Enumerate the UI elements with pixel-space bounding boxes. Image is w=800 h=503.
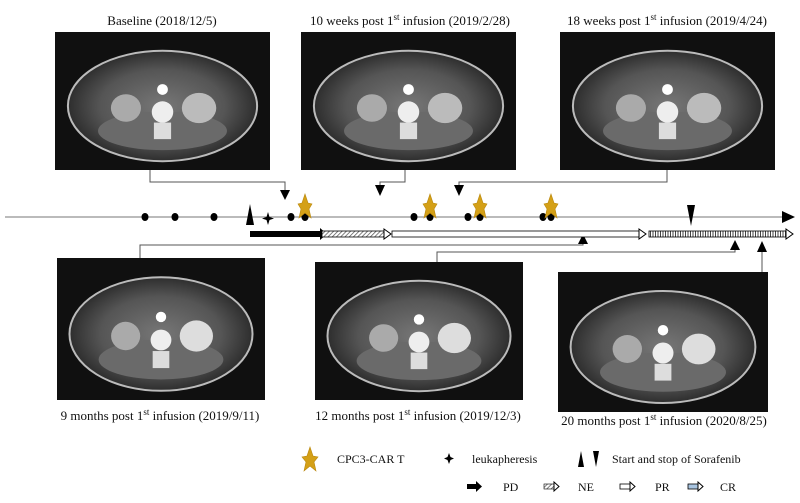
ct-scan-image-6	[558, 272, 768, 412]
legend-cr-icon	[697, 480, 704, 493]
connector-5	[436, 250, 736, 262]
car-t-infusion-star-icon	[297, 193, 313, 219]
ct-scan-image-1	[55, 32, 270, 170]
car-t-infusion-star-icon	[543, 193, 559, 219]
timeline-arrowhead	[782, 211, 795, 223]
response-pd-arrow	[250, 228, 327, 240]
legend-star-icon	[301, 446, 319, 472]
legend: CPC3-CAR T leukapheresis Start and stop …	[301, 446, 741, 494]
response-pr-arrow	[391, 228, 647, 240]
assessment-dot	[464, 213, 472, 221]
assessment-dot	[301, 213, 309, 221]
scan-caption-1: Baseline (2018/12/5)	[107, 13, 216, 28]
ct-scan-image-3	[560, 32, 775, 170]
ct-scan-image-2	[301, 32, 516, 170]
legend-leukapheresis: leukapheresis	[472, 452, 538, 466]
connector-3	[458, 170, 668, 185]
legend-pr-icon	[629, 480, 636, 493]
assessment-dot	[171, 213, 179, 221]
assessment-dot	[476, 213, 484, 221]
connector-1	[149, 170, 286, 190]
car-t-infusion-star-icon	[422, 193, 438, 219]
pointer-up-6	[757, 241, 767, 252]
assessment-dot	[210, 213, 218, 221]
assessment-dot	[547, 213, 555, 221]
legend-pd-icon	[476, 481, 482, 492]
scan-caption-3: 18 weeks post 1st infusion (2019/4/24)	[567, 12, 767, 28]
sorafenib-stop-icon	[687, 205, 695, 226]
assessment-dot	[426, 213, 434, 221]
connector-2	[379, 170, 406, 185]
assessment-dot	[141, 213, 149, 221]
legend-car-t: CPC3-CAR T	[337, 452, 405, 466]
legend-cr: CR	[720, 480, 736, 494]
car-t-infusion-star-icon	[472, 193, 488, 219]
legend-pr: PR	[655, 480, 670, 494]
scan-caption-5: 12 months post 1st infusion (2019/12/3)	[315, 407, 521, 423]
response-cr-arrow	[648, 228, 794, 240]
assessment-dot	[539, 213, 547, 221]
legend-sorafenib: Start and stop of Sorafenib	[612, 452, 741, 466]
connector-4	[139, 244, 584, 258]
assessment-dot	[410, 213, 418, 221]
legend-ne: NE	[578, 480, 594, 494]
pointer-up-4	[578, 234, 588, 244]
pointer-down-2	[375, 185, 385, 196]
legend-leukapheresis-icon	[444, 453, 454, 464]
response-ne-arrow	[321, 228, 392, 240]
legend-ne-icon	[553, 480, 560, 493]
pointer-down-1	[280, 190, 290, 200]
scan-caption-6: 20 months post 1st infusion (2020/8/25)	[561, 412, 767, 428]
sorafenib-start-icon	[246, 204, 254, 225]
pointer-up-5	[730, 240, 740, 250]
scan-caption-2: 10 weeks post 1st infusion (2019/2/28)	[310, 12, 510, 28]
legend-pd: PD	[503, 480, 519, 494]
legend-sorafenib-stop-icon	[593, 451, 599, 467]
ct-scan-image-5	[315, 262, 523, 400]
pointer-down-3	[454, 185, 464, 196]
leukapheresis-icon	[262, 212, 274, 225]
assessment-dot	[287, 213, 295, 221]
legend-sorafenib-start-icon	[578, 451, 584, 467]
ct-scan-image-4	[57, 258, 265, 400]
scan-caption-4: 9 months post 1st infusion (2019/9/11)	[61, 407, 260, 423]
